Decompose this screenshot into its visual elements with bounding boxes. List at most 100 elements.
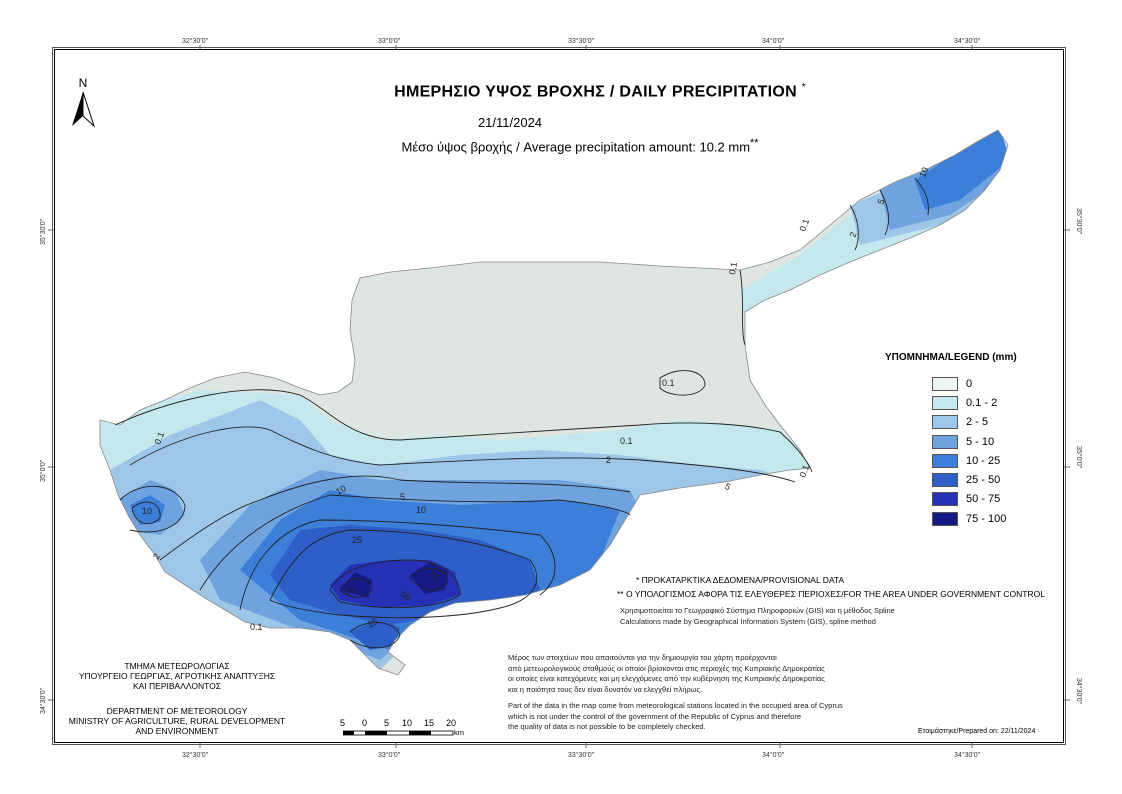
top-lon-label: 33°0'0" [378, 38, 401, 45]
disclaimer-line: και η ποιότητα τους δεν είναι δυνατόν να… [508, 684, 703, 694]
average-precipitation: Μέσο ύψος βροχής / Average precipitation… [401, 137, 759, 155]
department-line: ΤΜΗΜΑ ΜΕΤΕΩΡΟΛΟΓΙΑΣ [124, 661, 230, 671]
legend-swatch [932, 415, 958, 430]
scale-tick-label: 0 [362, 718, 368, 728]
contour-label: 25 [366, 616, 380, 630]
scale-tick-label: 20 [446, 718, 457, 728]
legend-label: 5 - 10 [966, 435, 995, 448]
legend-swatch [932, 453, 958, 468]
north-label: N [78, 76, 88, 90]
department-line: DEPARTMENT OF METEOROLOGY [106, 706, 248, 716]
contour-label: 75 [343, 585, 357, 599]
contour-label: 50 [399, 589, 413, 603]
contour-label: 10 [142, 506, 152, 516]
legend-swatch [932, 376, 958, 391]
map-frame [54, 49, 1064, 743]
contour-label: 0.1 [620, 436, 633, 446]
bottom-lon-label: 33°30'0" [568, 752, 595, 759]
contour-label: 5 [875, 198, 886, 206]
department-line: MINISTRY OF AGRICULTURE, RURAL DEVELOPME… [68, 716, 286, 726]
legend-label: 0.1 - 2 [966, 396, 998, 409]
contour-label: 25 [352, 535, 362, 545]
disclaimer-line: από μετεωρολογικούς σταθμούς οι οποίοι β… [508, 663, 825, 673]
top-lon-label: 34°30'0" [954, 38, 981, 45]
disclaimer-line: the quality of data is not possible to b… [508, 722, 706, 731]
legend-label: 10 - 25 [966, 454, 1001, 467]
legend-title: ΥΠΟΜΝΗΜΑ/LEGEND (mm) [885, 352, 1017, 363]
contour-label: 10 [416, 505, 426, 515]
data-disclaimer-gr: Μέρος των στοιχείων που απαιτούνται για … [508, 653, 825, 695]
provisional-note: * ΠΡΟΚΑΤΑΡΚΤΙΚΑ ΔΕΔΟΜΕΝΑ/PROVISIONAL DAT… [636, 575, 845, 585]
gis-note-gr: Χρησιμοποιείται το Γεωγραφικό Σύστημα Πλ… [620, 606, 895, 615]
contour-label: 0.1 [797, 464, 811, 479]
scale-tick-label: 15 [424, 718, 435, 728]
contour-label: 75 [427, 569, 441, 583]
contour-label: 0.1 [662, 378, 675, 388]
top-lon-label: 32°30'0" [182, 38, 209, 45]
department-line: ΥΠΟΥΡΓΕΙΟ ΓΕΩΡΓΙΑΣ, ΑΓΡΟΤΙΚΗΣ ΑΝΑΠΤΥΞΗΣ [78, 671, 276, 681]
department-line: AND ENVIRONMENT [135, 726, 219, 736]
legend-label: 0 [966, 377, 973, 390]
legend-label: 75 - 100 [966, 512, 1007, 525]
map-outer-frame [52, 47, 1066, 745]
disclaimer-line: Part of the data in the map come from me… [508, 701, 843, 710]
disclaimer-line: οι οποίες είναι κατεχόμενες και μη ελεγχ… [508, 674, 825, 683]
legend-swatch [932, 395, 958, 410]
top-lon-label: 33°30'0" [568, 38, 595, 45]
scale-unit: km [454, 728, 464, 737]
bottom-lon-label: 33°0'0" [378, 752, 401, 759]
precipitation-zones [100, 130, 1008, 675]
contour-label: 2 [606, 455, 611, 465]
legend-label: 50 - 75 [966, 493, 1001, 506]
legend-item: 25 - 50 [932, 470, 1006, 489]
top-lon-label: 34°0'0" [762, 38, 785, 45]
legend-label: 2 - 5 [966, 416, 989, 429]
contour-label: 10 [334, 483, 348, 497]
legend-swatch [932, 492, 958, 507]
scale-tick-label: 5 [384, 718, 390, 728]
department-line: ΚΑΙ ΠΕΡΙΒΑΛΛΟΝΤΟΣ [132, 681, 222, 691]
legend-item: 0.1 - 2 [932, 393, 1006, 412]
disclaimer-line: which is not under the control of the go… [508, 711, 802, 721]
contour-label: 0.1 [250, 622, 263, 632]
disclaimer-line: Μέρος των στοιχείων που απαιτούνται για … [508, 653, 777, 662]
isohyet-lines [114, 177, 929, 649]
contour-label: 5 [400, 492, 405, 502]
department-gr: ΤΜΗΜΑ ΜΕΤΕΩΡΟΛΟΓΙΑΣ ΥΠΟΥΡΓΕΙΟ ΓΕΩΡΓΙΑΣ, … [62, 661, 292, 691]
prepared-date: Ετοιμάστηκε/Prepared on: 22/11/2024 [918, 728, 1036, 735]
bottom-lon-label: 34°0'0" [762, 752, 785, 759]
scale-bar [343, 730, 454, 736]
legend-item: 5 - 10 [932, 432, 1006, 451]
contour-label: 0.1 [727, 261, 739, 275]
gis-note-en: Calculations made by Geographical Inform… [620, 617, 876, 626]
data-disclaimer-en: Part of the data in the map come from me… [508, 701, 843, 733]
legend-item: 2 - 5 [932, 413, 1006, 432]
bottom-lon-label: 32°30'0" [182, 752, 209, 759]
legend-item: 50 - 75 [932, 490, 1006, 509]
island-coastline [99, 129, 1009, 676]
scale-tick-label: 5 [340, 718, 346, 728]
contour-label: 10 [917, 166, 930, 179]
contour-label: 5 [723, 481, 732, 492]
scale-tick-label: 10 [402, 718, 413, 728]
north-arrow: N [68, 76, 98, 135]
legend-item: 75 - 100 [932, 509, 1006, 528]
map-date: 21/11/2024 [477, 115, 543, 130]
legend-item: 0 [932, 374, 1006, 393]
area-note: ** Ο ΥΠΟΛΟΓΙΣΜΟΣ ΑΦΟΡΑ ΤΙΣ ΕΛΕΥΘΕΡΕΣ ΠΕΡ… [617, 589, 1045, 599]
contour-label: 0.1 [797, 218, 811, 233]
legend-swatch [932, 434, 958, 449]
contour-label: 2 [151, 552, 162, 561]
legend-label: 25 - 50 [966, 474, 1001, 487]
contour-label-group: 0.1 0.1 0.1 0.1 0.1 0.1 2 2 5 5 10 10 10… [142, 166, 930, 632]
map-title: ΗΜΕΡΗΣΙΟ ΥΨΟΣ ΒΡΟΧΗΣ / DAILY PRECIPITATI… [394, 82, 806, 101]
north-arrow-icon [72, 91, 96, 128]
legend: 0 0.1 - 2 2 - 5 5 - 10 10 - 25 25 - 50 50 - 75… [932, 374, 1006, 528]
department-en: DEPARTMENT OF METEOROLOGY MINISTRY OF AG… [62, 706, 292, 736]
legend-item: 10 - 25 [932, 451, 1006, 470]
legend-swatch [932, 511, 958, 526]
bottom-lon-label: 34°30'0" [954, 752, 981, 759]
contour-label: 2 [847, 231, 858, 239]
